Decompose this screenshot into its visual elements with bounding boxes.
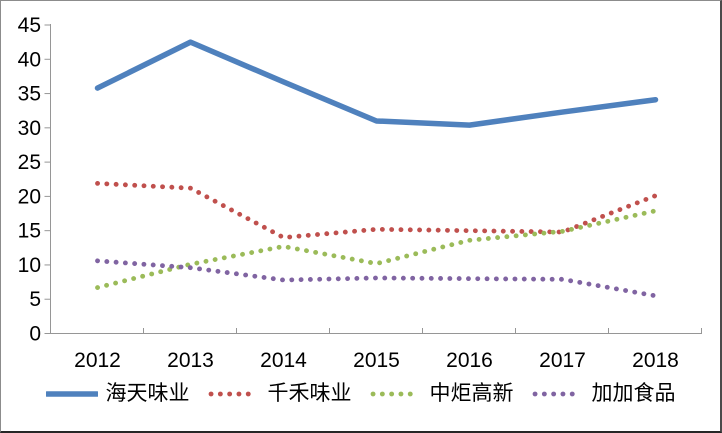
y-axis-tick-label: 20 [18, 185, 41, 208]
legend-item-4: 加加食品 [532, 383, 676, 404]
legend-swatch-4 [532, 391, 583, 396]
series-line-2 [95, 180, 658, 240]
y-axis-tick-label: 30 [18, 117, 41, 140]
x-axis-tick-label: 2013 [167, 349, 214, 372]
legend-swatch-1 [45, 390, 98, 397]
legend-label: 加加食品 [591, 382, 676, 405]
legend-item-2: 千禾味业 [208, 383, 352, 404]
legend-label: 中炬高新 [429, 382, 514, 405]
legend-label: 千禾味业 [267, 382, 352, 405]
y-axis-tick-label: 10 [18, 254, 41, 277]
y-axis-tick-label: 15 [18, 220, 41, 243]
x-axis-tick-label: 2016 [446, 349, 493, 372]
x-axis-tick-label: 2012 [74, 349, 121, 372]
legend-item-1: 海天味业 [45, 382, 190, 405]
series-line-3 [95, 208, 658, 290]
x-axis-tick-label: 2015 [353, 349, 400, 372]
legend-swatch-2 [208, 391, 259, 396]
y-axis-tick-label: 25 [18, 151, 41, 174]
x-axis-tick-label: 2018 [632, 349, 679, 372]
legend-swatch-3 [370, 391, 421, 396]
legend-label: 海天味业 [105, 382, 190, 405]
y-axis-tick-label: 5 [29, 288, 41, 311]
x-axis-tick-label: 2017 [539, 349, 586, 372]
y-axis-tick-label: 45 [18, 14, 41, 37]
legend: 海天味业 千禾味业 中炬高新 加加食品 [1, 383, 720, 404]
y-axis-tick-label: 0 [29, 323, 41, 346]
series-line-4 [95, 258, 658, 299]
legend-item-3: 中炬高新 [370, 383, 514, 404]
y-axis-tick-label: 35 [18, 83, 41, 106]
series-line-1 [94, 39, 659, 128]
x-axis-tick-label: 2014 [260, 349, 307, 372]
y-axis-tick-label: 40 [18, 48, 41, 71]
